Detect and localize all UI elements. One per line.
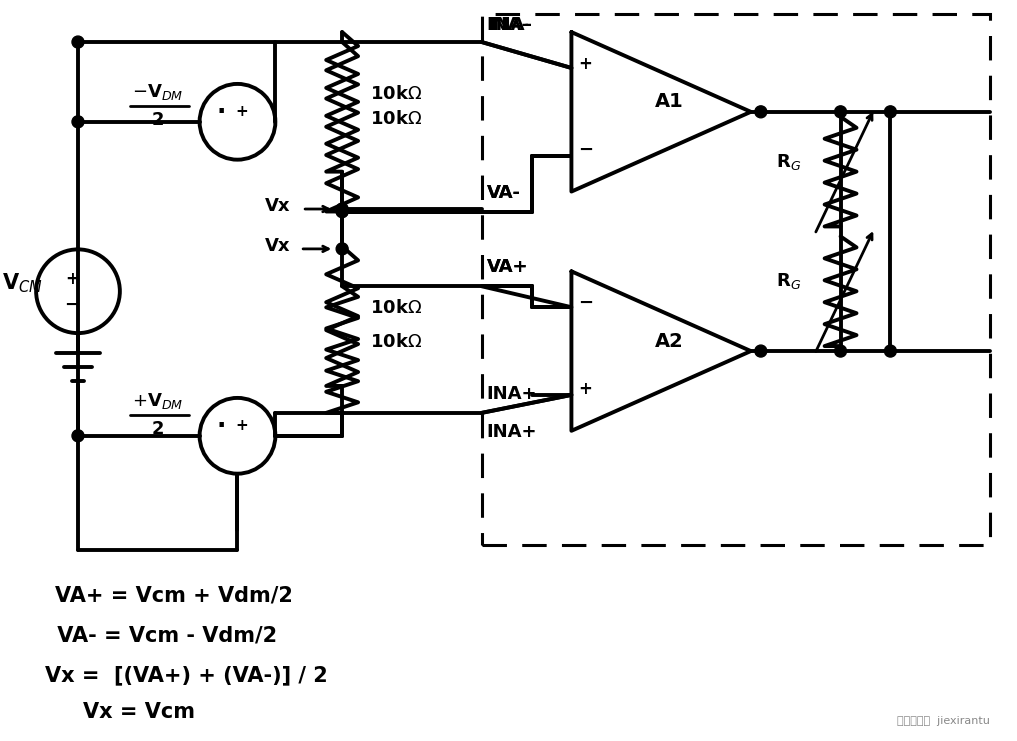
Text: +: +	[579, 380, 592, 398]
Text: A2: A2	[655, 331, 683, 350]
Text: 集微网微信  jiexirantu: 集微网微信 jiexirantu	[897, 716, 991, 726]
Circle shape	[885, 106, 896, 118]
Text: VA-: VA-	[487, 184, 521, 202]
Text: VA-: VA-	[487, 184, 521, 202]
Text: R$_G$: R$_G$	[776, 271, 801, 291]
Text: A1: A1	[655, 93, 683, 111]
Text: +: +	[65, 270, 79, 288]
Circle shape	[337, 203, 348, 215]
Text: 10k$\Omega$: 10k$\Omega$	[370, 299, 422, 317]
Text: V$_{CM}$: V$_{CM}$	[2, 271, 43, 295]
Text: −: −	[64, 296, 79, 314]
Text: 10k$\Omega$: 10k$\Omega$	[370, 85, 422, 103]
Text: +: +	[235, 104, 248, 119]
Text: 2: 2	[152, 420, 164, 438]
Circle shape	[337, 205, 348, 218]
Text: ·: ·	[217, 413, 226, 438]
Text: INA+: INA+	[487, 423, 537, 441]
Circle shape	[755, 106, 767, 118]
Circle shape	[337, 243, 348, 255]
Text: INA+: INA+	[487, 385, 537, 403]
Text: 10k$\Omega$: 10k$\Omega$	[370, 333, 422, 350]
Text: Vx: Vx	[264, 237, 290, 255]
Circle shape	[72, 430, 84, 442]
Text: $+$V$_{DM}$: $+$V$_{DM}$	[132, 391, 183, 411]
Circle shape	[835, 106, 846, 118]
Circle shape	[337, 205, 348, 218]
Text: VA+: VA+	[487, 259, 528, 276]
Circle shape	[885, 345, 896, 357]
Text: +: +	[235, 419, 248, 433]
Circle shape	[72, 36, 84, 48]
Text: $-$V$_{DM}$: $-$V$_{DM}$	[132, 82, 183, 102]
Text: R$_G$: R$_G$	[776, 152, 801, 172]
Text: Vx: Vx	[264, 197, 290, 215]
Text: Vx =  [(VA+) + (VA-)] / 2: Vx = [(VA+) + (VA-)] / 2	[45, 665, 327, 685]
Circle shape	[835, 345, 846, 357]
Text: +: +	[579, 55, 592, 73]
Text: Vx = Vcm: Vx = Vcm	[83, 702, 195, 722]
Text: −: −	[578, 141, 593, 159]
Text: INA-: INA-	[489, 16, 533, 34]
Text: −: −	[578, 294, 593, 312]
Text: VA+: VA+	[487, 259, 528, 276]
Circle shape	[755, 345, 767, 357]
Text: VA+ = Vcm + Vdm/2: VA+ = Vcm + Vdm/2	[55, 585, 293, 605]
Text: ·: ·	[217, 100, 226, 124]
Text: 10k$\Omega$: 10k$\Omega$	[370, 110, 422, 127]
Circle shape	[72, 116, 84, 127]
Text: INA-: INA-	[487, 16, 530, 34]
Text: VA- = Vcm - Vdm/2: VA- = Vcm - Vdm/2	[50, 625, 278, 645]
Text: 2: 2	[152, 111, 164, 129]
